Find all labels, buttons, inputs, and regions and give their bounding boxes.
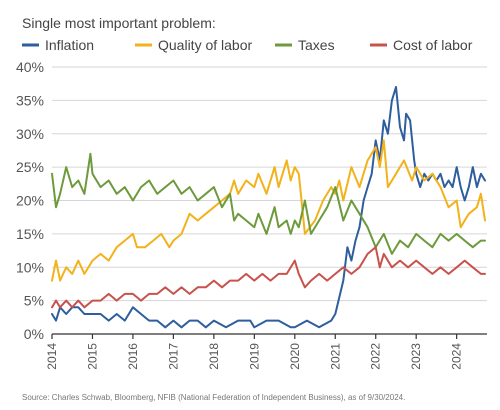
y-tick-label: 25% [16, 159, 44, 175]
y-tick-label: 5% [24, 293, 44, 309]
y-tick-label: 10% [16, 259, 44, 275]
x-tick-label: 2019 [247, 343, 261, 370]
y-tick-label: 0% [24, 326, 44, 342]
x-tick-label: 2022 [369, 343, 383, 370]
x-tick-label: 2018 [207, 343, 221, 370]
x-tick-label: 2024 [450, 343, 464, 370]
legend-label: Inflation [45, 37, 94, 53]
legend-title: Single most important problem: [22, 15, 216, 31]
legend-label: Quality of labor [158, 37, 252, 53]
axes: 0% 5% 10% 15% 20% 25% 30% 35% 40% 2014 2015 2016 201… [16, 59, 487, 370]
y-tick-label: 20% [16, 193, 44, 209]
x-tick-label: 2016 [126, 343, 140, 370]
x-tick-label: 2023 [409, 343, 423, 370]
gridlines [52, 66, 487, 302]
x-tick-label: 2017 [166, 343, 180, 370]
x-tick-label: 2021 [328, 343, 342, 370]
series-line-3 [51, 246, 486, 309]
series-line-0 [51, 86, 486, 329]
y-tick-label: 40% [16, 59, 44, 75]
y-tick-label: 30% [16, 126, 44, 142]
x-tick-label: 2020 [288, 343, 302, 370]
x-tick-label: 2014 [45, 343, 59, 370]
series-lines [51, 86, 486, 329]
legend: Inflation Quality of labor Taxes Cost of la… [22, 37, 473, 53]
y-tick-label: 35% [16, 92, 44, 108]
y-tick-label: 15% [16, 226, 44, 242]
x-tick-label: 2015 [85, 343, 99, 370]
legend-label: Taxes [298, 37, 335, 53]
legend-label: Cost of labor [393, 37, 473, 53]
source-note: Source: Charles Schwab, Bloomberg, NFIB … [22, 393, 405, 402]
series-line-1 [51, 139, 486, 282]
series-line-2 [51, 152, 486, 255]
